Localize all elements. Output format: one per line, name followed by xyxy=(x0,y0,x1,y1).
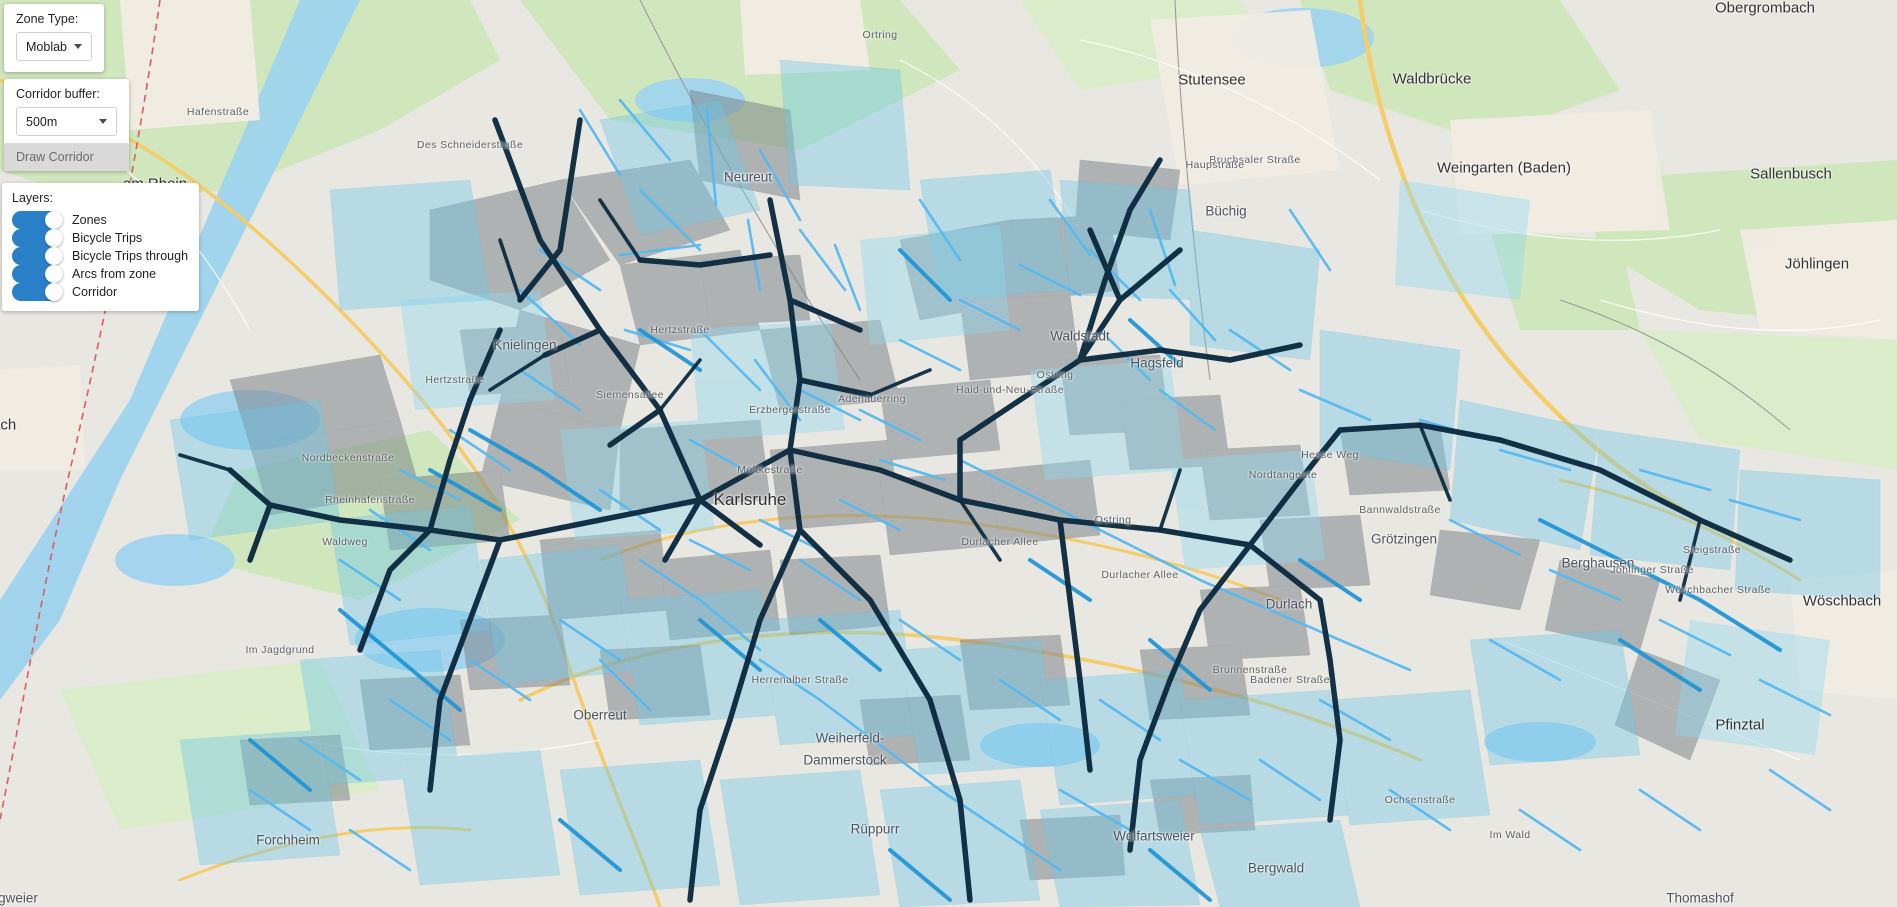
layer-toggle-switch[interactable] xyxy=(12,211,63,229)
layer-toggle-switch[interactable] xyxy=(12,247,63,265)
zone-type-label: Zone Type: xyxy=(16,12,79,26)
layer-toggle-switch[interactable] xyxy=(12,229,63,247)
layer-toggle-row[interactable]: Bicycle Trips xyxy=(12,229,189,247)
layer-toggle-switch[interactable] xyxy=(12,265,63,283)
layer-toggle-row[interactable]: Arcs from zone xyxy=(12,265,189,283)
corridor-buffer-label: Corridor buffer: xyxy=(16,87,100,101)
layer-label: Bicycle Trips xyxy=(72,231,143,245)
layers-panel: Layers: Zones Bicycle Trips Bicycle Trips … xyxy=(2,183,199,311)
layer-toggle-row[interactable]: Zones xyxy=(12,211,189,229)
layer-toggle-row[interactable]: Bicycle Trips through zone xyxy=(12,247,189,265)
toggle-knob xyxy=(45,211,63,229)
layer-label: Zones xyxy=(72,213,107,227)
toggle-knob xyxy=(45,229,63,247)
toggle-knob xyxy=(45,265,63,283)
zone-type-value: Moblab xyxy=(26,39,67,54)
layer-label: Arcs from zone xyxy=(72,267,157,281)
chevron-down-icon xyxy=(74,44,82,49)
layer-label: Corridor xyxy=(72,285,118,299)
corridor-buffer-value: 500m xyxy=(26,114,58,129)
layer-toggle-row[interactable]: Corridor xyxy=(12,283,189,301)
toggle-knob xyxy=(45,283,63,301)
toggle-knob xyxy=(45,247,63,265)
layer-label: Bicycle Trips through zone xyxy=(72,249,189,263)
layer-toggle-switch[interactable] xyxy=(12,283,63,301)
zone-type-select[interactable]: Moblab xyxy=(16,32,92,61)
corridor-buffer-select[interactable]: 500m xyxy=(16,107,117,136)
corridor-panel: Corridor buffer: 500m Draw Corridor xyxy=(4,79,129,171)
draw-corridor-button[interactable]: Draw Corridor xyxy=(4,143,129,171)
chevron-down-icon xyxy=(99,119,107,124)
zone-type-panel: Zone Type: Moblab xyxy=(4,4,104,72)
layers-title: Layers: xyxy=(12,191,53,205)
layer-list: Zones Bicycle Trips Bicycle Trips through … xyxy=(12,211,189,301)
